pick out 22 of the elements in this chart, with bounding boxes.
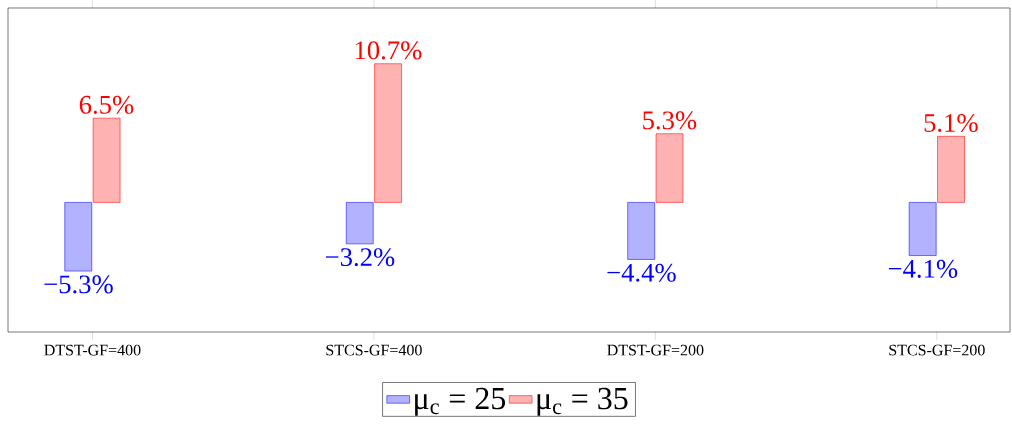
data-label: 10.7% <box>355 41 422 60</box>
bar <box>345 202 374 245</box>
bar <box>627 202 655 260</box>
bar <box>908 202 937 256</box>
data-label: −4.1% <box>888 259 958 278</box>
x-tick-label: DTST-GF=200 <box>607 344 704 356</box>
bar <box>92 117 121 203</box>
data-label: 5.1% <box>924 113 978 133</box>
x-tick-label: STCS-GF=400 <box>326 344 422 356</box>
x-tick-label: STCS-GF=200 <box>889 344 985 356</box>
bar <box>655 133 684 203</box>
x-tick-label: DTST-GF=400 <box>44 344 141 356</box>
bar <box>937 136 965 203</box>
data-label: 5.3% <box>643 111 697 130</box>
data-label: 6.5% <box>79 95 134 114</box>
legend-label: μ$_{c}$ = 25 <box>415 387 506 416</box>
data-label: −3.2% <box>325 248 395 267</box>
data-label: −5.3% <box>44 275 113 294</box>
bar <box>64 202 93 272</box>
data-label: −4.4% <box>607 263 676 282</box>
legend-label: μ$_{c}$ = 35 <box>537 387 628 416</box>
bar <box>374 63 402 203</box>
